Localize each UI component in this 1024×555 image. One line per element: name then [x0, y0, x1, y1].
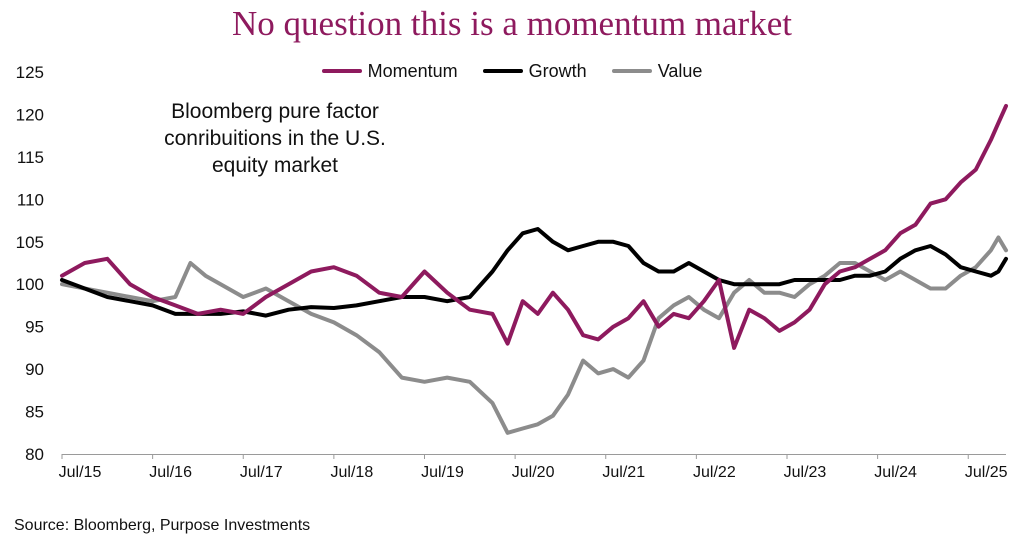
y-tick-label: 125 — [16, 63, 44, 82]
annotation-line-2: conribuitions in the U.S. — [164, 127, 386, 150]
y-tick-label: 105 — [16, 233, 44, 252]
series-line-growth — [60, 227, 1008, 318]
chart-annotation: Bloomberg pure factor conribuitions in t… — [135, 98, 415, 179]
x-tick-label: Jul/22 — [693, 464, 736, 481]
x-tick-label: Jul/17 — [240, 464, 283, 481]
legend-swatch-value — [611, 69, 652, 73]
x-tick-label: Jul/23 — [784, 464, 827, 481]
x-tick-label: Jul/19 — [421, 464, 464, 481]
series-line-value — [60, 235, 1008, 435]
annotation-line-3: equity market — [211, 154, 339, 177]
legend-label-growth: Growth — [528, 60, 587, 81]
x-tick-label: Jul/25 — [965, 464, 1008, 481]
chart-title: No question this is a momentum market — [232, 4, 792, 43]
y-tick-label: 85 — [25, 403, 44, 422]
legend-swatch-growth — [482, 69, 523, 73]
y-tick-label: 110 — [17, 190, 44, 209]
legend-swatch-momentum — [321, 69, 362, 73]
annotation-line-1: Bloomberg pure factor — [171, 100, 379, 123]
legend-label-momentum: Momentum — [367, 60, 458, 81]
x-tick-label: Jul/15 — [59, 464, 102, 481]
legend-item-value: Value — [611, 60, 703, 82]
legend-item-momentum: Momentum — [321, 60, 458, 82]
series-line-momentum — [60, 104, 1008, 350]
y-tick-label: 80 — [25, 445, 44, 464]
x-tick-label: Jul/20 — [512, 464, 555, 481]
legend-item-growth: Growth — [482, 60, 587, 82]
y-tick-label: 90 — [25, 360, 44, 379]
y-tick-label: 95 — [25, 318, 44, 337]
x-tick-label: Jul/21 — [602, 464, 645, 481]
x-tick-label: Jul/18 — [331, 464, 374, 481]
y-tick-label: 100 — [16, 275, 44, 294]
source-note: Source: Bloomberg, Purpose Investments — [14, 517, 311, 534]
legend: Momentum Growth Value — [0, 57, 1024, 82]
x-tick-label: Jul/24 — [874, 464, 917, 481]
y-tick-label: 120 — [16, 105, 44, 124]
y-tick-label: 115 — [17, 148, 44, 167]
x-tick-label: Jul/16 — [149, 464, 192, 481]
legend-label-value: Value — [657, 60, 703, 81]
